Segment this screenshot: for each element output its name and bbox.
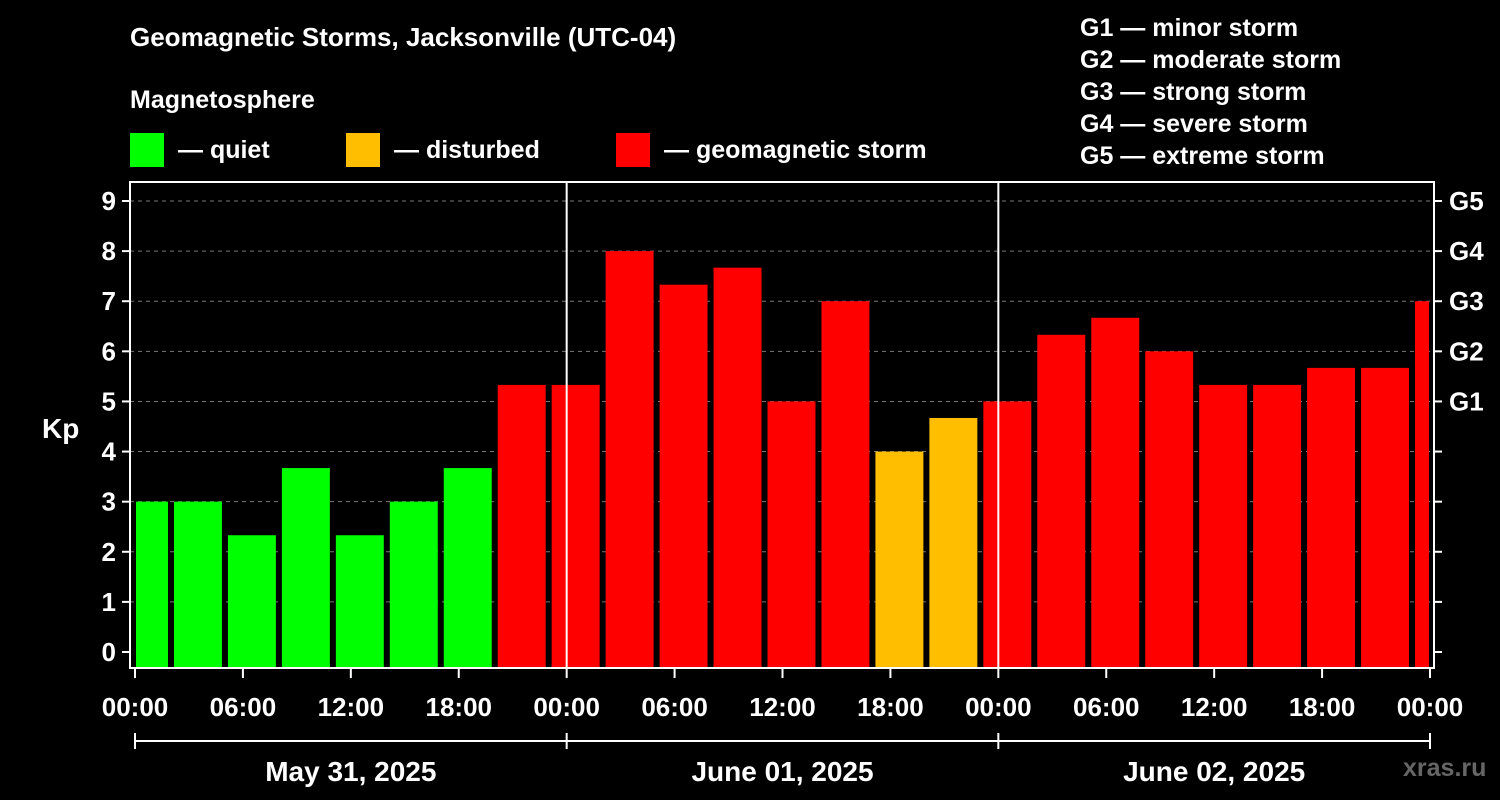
kp-bar — [443, 468, 492, 668]
y-tick-label: 6 — [102, 336, 116, 366]
kp-bar — [1253, 384, 1302, 668]
legend-item-quiet: — quiet — [130, 132, 270, 168]
kp-bar — [1307, 367, 1356, 668]
kp-bar — [497, 384, 546, 668]
kp-bar — [335, 535, 384, 668]
y-tick-label: 1 — [102, 587, 116, 617]
x-tick-label: 18:00 — [857, 692, 924, 722]
date-label: June 02, 2025 — [1123, 756, 1305, 787]
legend-heading: Magnetosphere — [130, 86, 315, 114]
kp-bar — [1415, 301, 1429, 668]
date-label: May 31, 2025 — [265, 756, 436, 787]
kp-bar — [551, 384, 600, 668]
x-tick-label: 18:00 — [1289, 692, 1356, 722]
kp-bar — [136, 501, 168, 668]
kp-bar — [713, 267, 762, 668]
kp-bar — [1361, 367, 1410, 668]
legend-label-quiet: — quiet — [178, 135, 270, 164]
y-tick-label: 0 — [102, 637, 116, 667]
x-tick-label: 12:00 — [749, 692, 816, 722]
legend-swatch-disturbed — [346, 133, 380, 167]
x-tick-label: 18:00 — [426, 692, 493, 722]
y-axis-label: Kp — [42, 413, 79, 444]
x-tick-label: 06:00 — [210, 692, 277, 722]
y-tick-label: 8 — [102, 236, 116, 266]
kp-bar — [659, 284, 708, 668]
kp-bar — [767, 401, 816, 668]
chart-title: Geomagnetic Storms, Jacksonville (UTC-04… — [130, 22, 677, 52]
x-tick-label: 12:00 — [318, 692, 385, 722]
x-tick-label: 00:00 — [533, 692, 600, 722]
g-tick-label: G3 — [1449, 286, 1484, 316]
kp-bar — [227, 535, 276, 668]
legend-item-disturbed: — disturbed — [346, 132, 540, 168]
kp-bar — [173, 501, 222, 668]
x-tick-label: 06:00 — [1073, 692, 1140, 722]
y-tick-label: 3 — [102, 487, 116, 517]
y-tick-label: 4 — [102, 437, 117, 467]
x-tick-label: 12:00 — [1181, 692, 1248, 722]
legend-label-disturbed: — disturbed — [394, 135, 540, 164]
x-tick-label: 00:00 — [965, 692, 1032, 722]
g-tick-label: G2 — [1449, 336, 1484, 366]
kp-bar — [1199, 384, 1248, 668]
x-tick-label: 00:00 — [1397, 692, 1464, 722]
g-scale-g4: G4 — severe storm — [1080, 110, 1308, 138]
kp-bar — [605, 251, 654, 668]
y-tick-label: 9 — [102, 186, 116, 216]
kp-bar — [821, 301, 870, 668]
kp-bar — [929, 417, 978, 668]
x-tick-label: 00:00 — [102, 692, 169, 722]
y-tick-label: 5 — [102, 386, 116, 416]
date-label: June 01, 2025 — [691, 756, 873, 787]
legend-label-storm: — geomagnetic storm — [664, 135, 927, 164]
g-scale-g2: G2 — moderate storm — [1080, 46, 1342, 74]
kp-bar — [281, 468, 330, 668]
legend-swatch-quiet — [130, 133, 164, 167]
kp-bar — [389, 501, 438, 668]
x-tick-label: 06:00 — [641, 692, 708, 722]
legend-item-storm: — geomagnetic storm — [616, 132, 927, 168]
kp-bar — [983, 401, 1032, 668]
kp-bar — [1037, 334, 1086, 668]
legend-swatch-storm — [616, 133, 650, 167]
g-tick-label: G4 — [1449, 236, 1484, 266]
y-tick-label: 2 — [102, 537, 116, 567]
kp-bar — [1091, 317, 1140, 668]
g-scale-g5: G5 — extreme storm — [1080, 142, 1325, 170]
kp-bar — [875, 451, 924, 668]
g-scale-legend: G1 — minor storm G2 — moderate storm G3 … — [1080, 12, 1341, 172]
g-tick-label: G1 — [1449, 386, 1484, 416]
g-scale-g1: G1 — minor storm — [1080, 14, 1299, 42]
kp-bar — [1145, 351, 1194, 668]
watermark: xras.ru — [1403, 754, 1487, 782]
y-tick-label: 7 — [102, 286, 116, 316]
g-scale-g3: G3 — strong storm — [1080, 78, 1307, 106]
g-tick-label: G5 — [1449, 186, 1484, 216]
